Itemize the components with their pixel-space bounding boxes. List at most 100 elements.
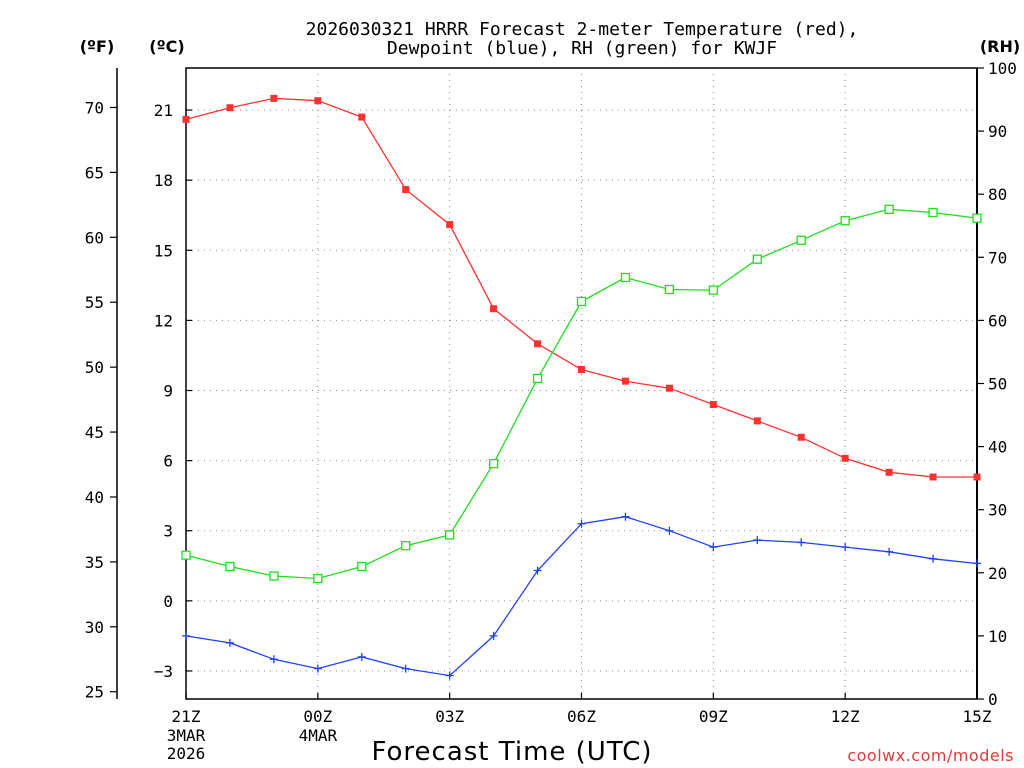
x-axis-title: Forecast Time (UTC) <box>371 737 652 767</box>
rh-point <box>708 285 718 295</box>
rh-tick-label: 90 <box>988 122 1007 141</box>
dewpoint-point <box>973 559 981 568</box>
rh-point <box>884 204 894 214</box>
celsius-unit-label: (ºC) <box>149 37 184 56</box>
celsius-tick-label: −3 <box>154 662 173 681</box>
dewpoint-point <box>313 664 322 673</box>
temperature-point <box>797 433 805 441</box>
rh-tick-label: 80 <box>988 185 1007 204</box>
x-date-label: 4MAR <box>299 726 338 745</box>
rh-point <box>269 571 279 581</box>
dewpoint-point <box>841 543 850 552</box>
dewpoint-point <box>401 664 410 673</box>
x-tick-label: 09Z <box>699 707 728 726</box>
data-series <box>181 94 982 680</box>
fahrenheit-tick-label: 45 <box>85 423 104 442</box>
temperature-point <box>490 305 498 313</box>
x-tick-label: 00Z <box>303 707 332 726</box>
rh-point <box>225 561 235 572</box>
grid-lines <box>186 68 977 699</box>
rh-point <box>313 573 323 584</box>
rh-point <box>401 541 411 551</box>
rh-tick-label: 10 <box>988 627 1007 646</box>
chart-title-line1: 2026030321 HRRR Forecast 2-meter Tempera… <box>306 19 859 40</box>
dewpoint-point <box>269 655 278 664</box>
fahrenheit-tick-label: 40 <box>85 488 104 507</box>
plot-frame <box>185 67 978 700</box>
rh-point <box>928 207 938 218</box>
temperature-point <box>358 113 366 121</box>
rh-tick-label: 30 <box>988 501 1007 520</box>
celsius-tick-label: 3 <box>163 522 173 541</box>
temperature-point <box>402 186 410 194</box>
celsius-tick-label: 9 <box>163 382 173 401</box>
x-tick-label: 06Z <box>567 707 596 726</box>
fahrenheit-tick-label: 55 <box>85 293 104 312</box>
rh-tick-label: 0 <box>988 690 998 709</box>
rh-point <box>445 530 455 540</box>
dewpoint-point <box>665 526 674 535</box>
temperature-point <box>885 468 893 476</box>
x-tick-label: 15Z <box>963 707 992 726</box>
dewpoint-point <box>182 631 190 640</box>
celsius-tick-label: 18 <box>154 171 173 190</box>
x-tick-label: 12Z <box>831 707 860 726</box>
dewpoint-point <box>929 554 938 563</box>
rh-point <box>752 254 762 264</box>
fahrenheit-tick-label: 25 <box>85 683 104 702</box>
chart-title-line2: Dewpoint (blue), RH (green) for KWJF <box>387 38 777 59</box>
fahrenheit-tick-label: 35 <box>85 553 104 572</box>
temperature-point <box>753 417 761 425</box>
fahrenheit-unit-label: (ºF) <box>80 37 115 56</box>
rh-tick-label: 60 <box>988 311 1007 330</box>
rh-point <box>664 284 675 295</box>
rh-tick-label: 50 <box>988 375 1007 394</box>
dewpoint-point <box>357 652 366 661</box>
celsius-tick-label: 6 <box>163 452 173 471</box>
temperature-point <box>578 365 585 373</box>
temperature-point <box>314 97 322 105</box>
temperature-point <box>270 94 278 102</box>
dewpoint-point <box>753 536 762 545</box>
rh-tick-label: 100 <box>988 59 1017 78</box>
rh-point <box>532 373 543 384</box>
dewpoint-point <box>225 638 234 647</box>
rh-point <box>972 213 982 223</box>
temperature-point <box>709 401 717 409</box>
temperature-line <box>185 97 977 478</box>
fahrenheit-tick-label: 50 <box>85 358 104 377</box>
x-tick-label: 03Z <box>435 707 464 726</box>
fahrenheit-tick-label: 30 <box>85 618 104 637</box>
series-temperature <box>182 94 981 481</box>
fahrenheit-tick-label: 70 <box>85 98 104 117</box>
tick-labels: 25 30 35 40 45 50 55 60 65 70 −3 0 3 6 9 12 15 18 21 0 10 20 3… <box>85 59 1017 763</box>
temperature-point <box>534 340 542 348</box>
fahrenheit-tick-label: 60 <box>85 228 104 247</box>
celsius-tick-label: 21 <box>154 101 173 120</box>
source-credit: coolwx.com/models <box>847 746 1014 765</box>
rh-unit-label: (RH) <box>980 37 1020 56</box>
temperature-point <box>621 377 629 385</box>
dewpoint-point <box>709 543 718 552</box>
rh-point <box>357 561 367 572</box>
x-date-label: 3MAR <box>167 726 206 745</box>
rh-point <box>620 272 631 283</box>
rh-tick-label: 70 <box>988 248 1007 267</box>
celsius-tick-label: 15 <box>154 241 173 260</box>
dewpoint-point <box>533 566 542 575</box>
dewpoint-point <box>797 538 806 547</box>
rh-point <box>796 235 806 245</box>
celsius-tick-label: 12 <box>154 311 173 330</box>
temperature-point <box>665 384 673 392</box>
fahrenheit-tick-label: 65 <box>85 163 104 182</box>
temperature-point <box>446 221 454 229</box>
temperature-point <box>226 104 234 112</box>
dewpoint-point <box>445 671 454 680</box>
rh-point <box>181 550 191 560</box>
x-date-label: 2026 <box>167 744 206 763</box>
series-rh <box>181 204 982 584</box>
rh-point <box>488 458 499 469</box>
rh-tick-label: 40 <box>988 438 1007 457</box>
dewpoint-point <box>489 631 498 640</box>
rh-point <box>576 296 587 307</box>
